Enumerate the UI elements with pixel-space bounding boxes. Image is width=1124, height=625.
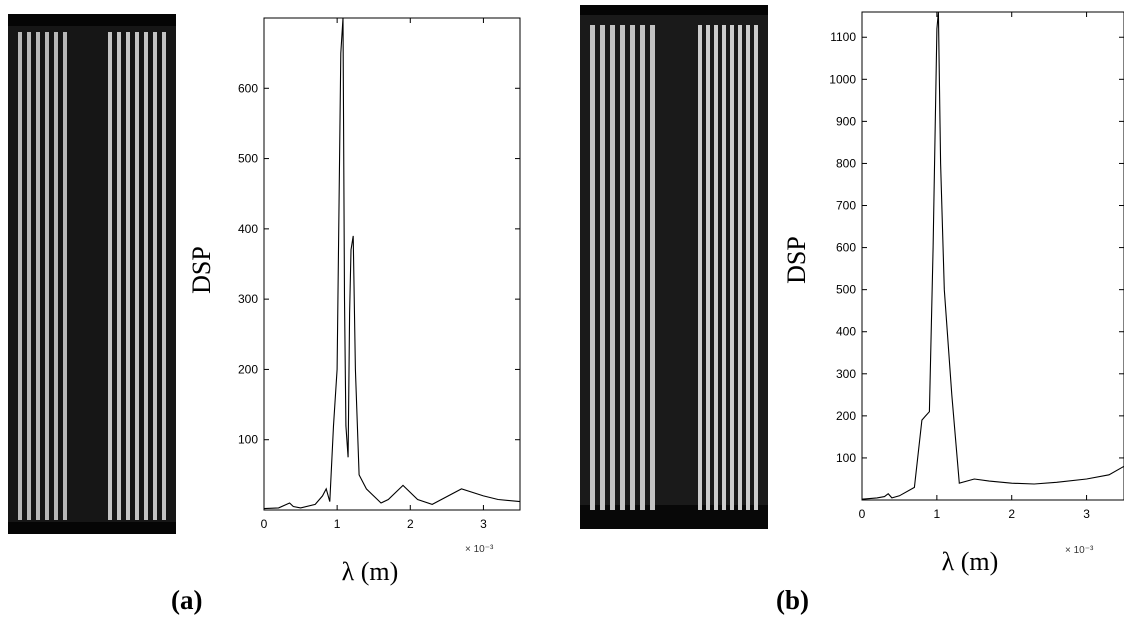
y-tick-label: 300 [836, 367, 856, 381]
stripe-image-b [580, 5, 768, 529]
x-tick-label: 3 [1083, 507, 1090, 521]
dsp-series-line [861, 11, 1124, 500]
y-tick-label: 500 [836, 283, 856, 297]
stripe-image-a [8, 14, 176, 534]
dsp-plot-b: 0 1 2 3 100 200 300 400 500 600 700 800 900 1000 1100 D… [782, 11, 1124, 576]
x-tick-label: 0 [261, 517, 268, 531]
panel-label-b: (b) [776, 585, 809, 615]
dsp-plot-a: 0 1 2 3 100 200 300 400 500 600 DSP λ (m) × 10⁻³ [187, 17, 521, 586]
y-tick-label: 500 [238, 152, 258, 166]
y-tick-label: 1000 [829, 72, 856, 86]
y-tick-label: 400 [836, 325, 856, 339]
x-tick-label: 1 [334, 517, 341, 531]
plot-frame [263, 17, 521, 511]
x-tick-label: 2 [1008, 507, 1015, 521]
y-tick-label: 100 [238, 433, 258, 447]
x-tick-label: 2 [407, 517, 414, 531]
y-axis-label: DSP [782, 236, 811, 284]
y-tick-label: 600 [836, 241, 856, 255]
y-tick-label: 900 [836, 114, 856, 128]
y-tick-label: 200 [836, 409, 856, 423]
x-axis-label: λ (m) [342, 557, 399, 586]
y-tick-label: 600 [238, 81, 258, 95]
y-tick-label: 200 [238, 362, 258, 376]
y-tick-label: 400 [238, 222, 258, 236]
x-tick-label: 0 [859, 507, 866, 521]
x-tick-label: 3 [480, 517, 487, 531]
x-axis-label: λ (m) [942, 547, 999, 576]
plot-frame [861, 11, 1124, 501]
x-exponent-label: × 10⁻³ [465, 544, 494, 555]
dsp-series-line [263, 17, 521, 510]
panel-label-a: (a) [171, 585, 203, 615]
y-axis-label: DSP [187, 246, 216, 294]
y-tick-label: 100 [836, 451, 856, 465]
x-tick-label: 1 [934, 507, 941, 521]
y-tick-label: 1100 [830, 30, 856, 44]
x-exponent-label: × 10⁻³ [1065, 545, 1094, 556]
y-tick-label: 700 [836, 199, 856, 213]
y-tick-label: 800 [836, 156, 856, 170]
y-tick-label: 300 [238, 292, 258, 306]
